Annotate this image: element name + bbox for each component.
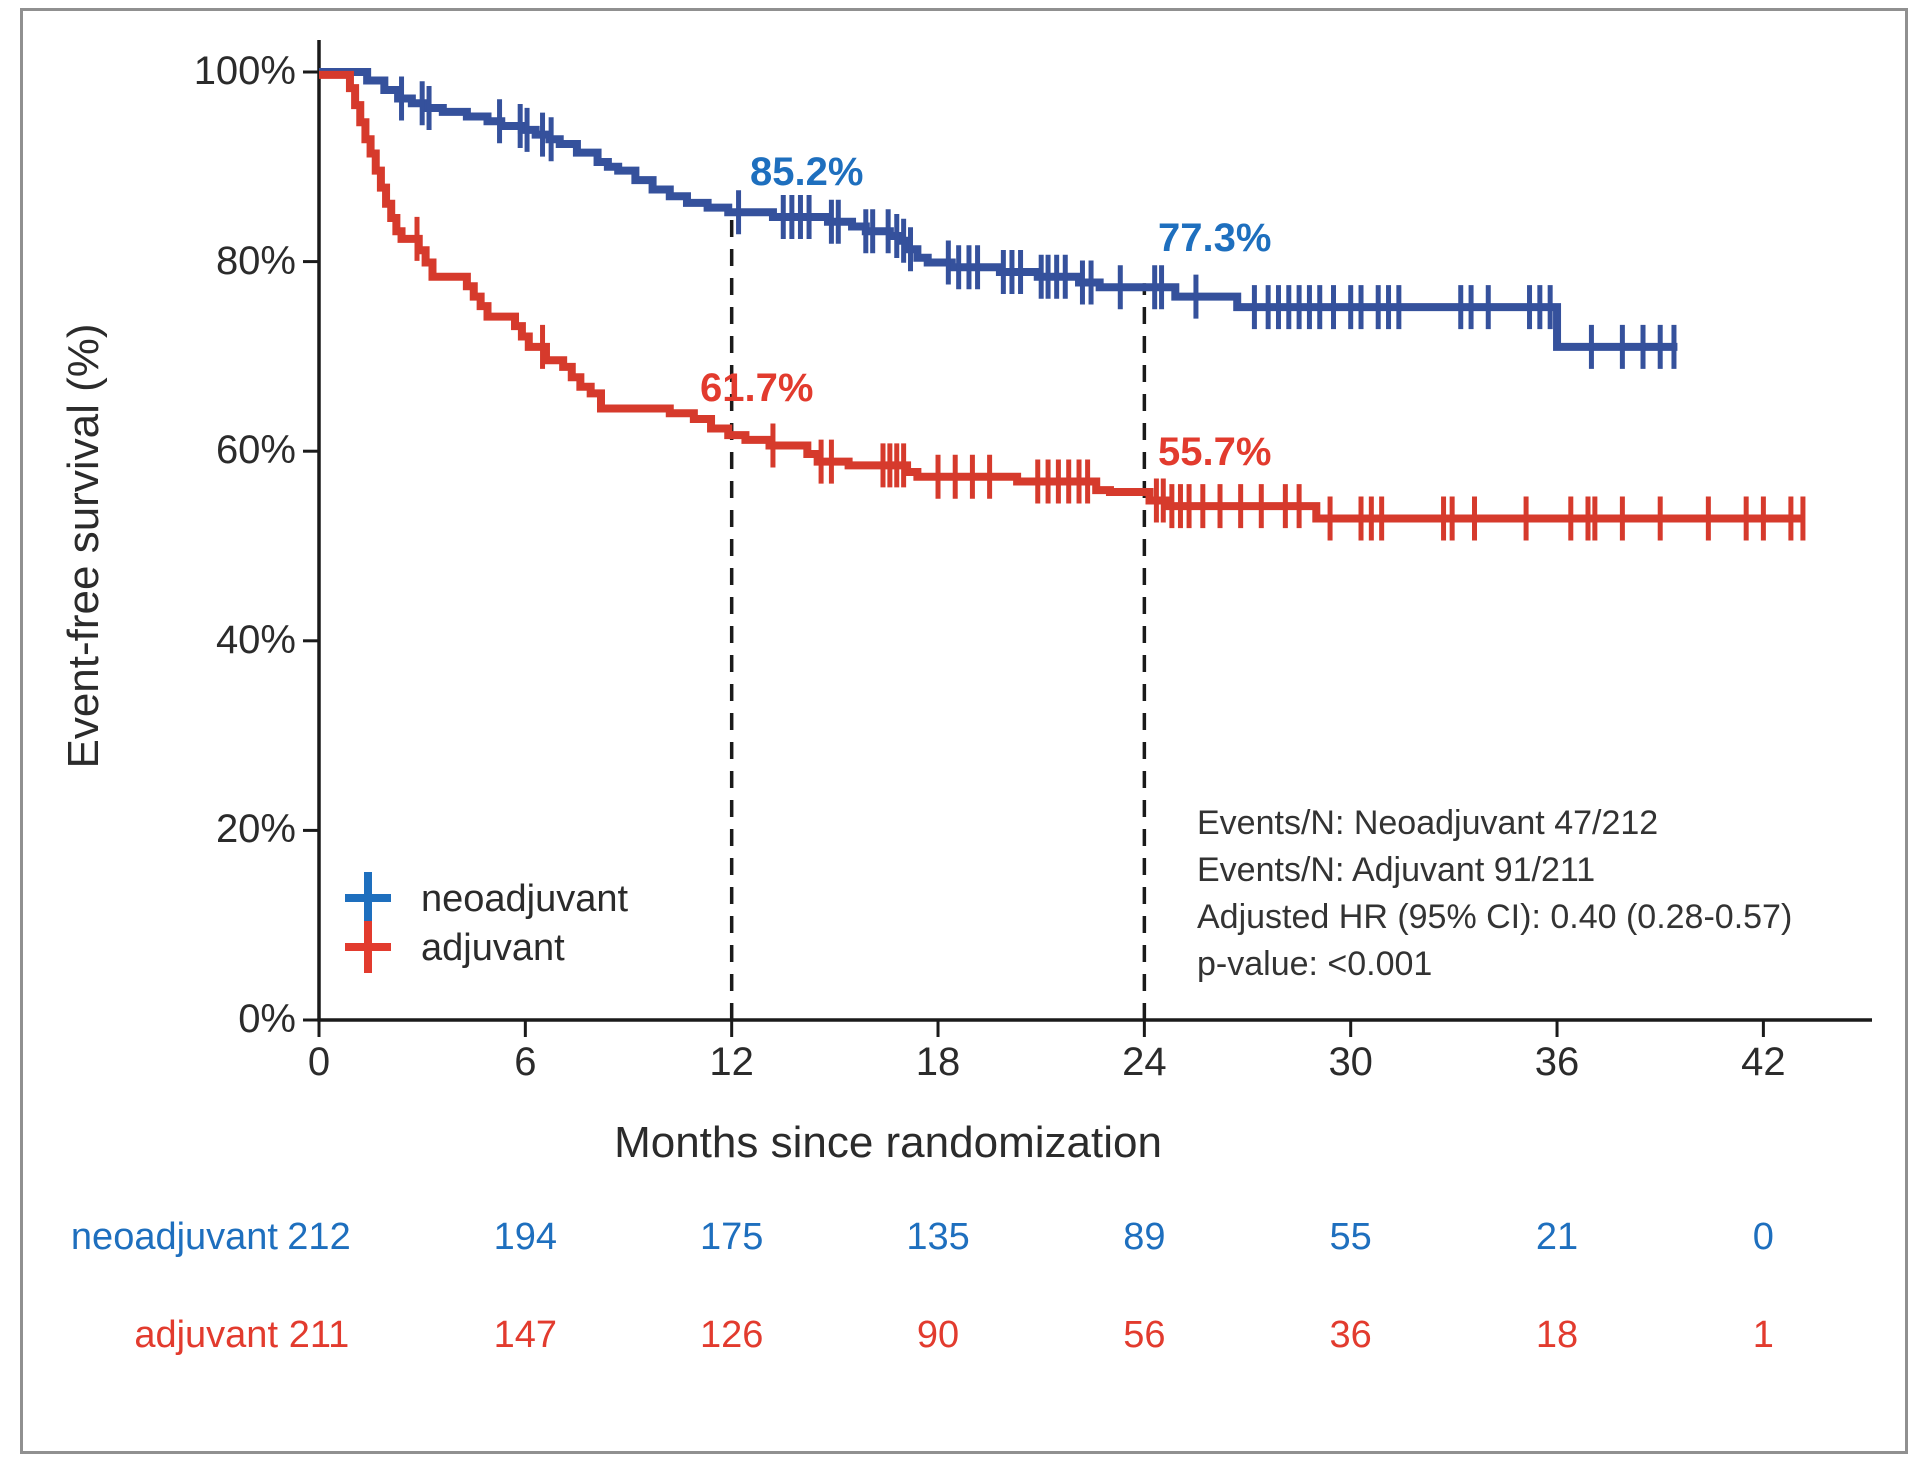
risk-row-label-neoadjuvant: neoadjuvant	[70, 1216, 278, 1258]
risk-value: 194	[493, 1216, 558, 1258]
x-tick-label: 18	[915, 1040, 961, 1084]
x-tick-label: 36	[1534, 1040, 1580, 1084]
risk-value: 90	[916, 1314, 960, 1356]
stats-events-adjuvant: Events/N: Adjuvant 91/211	[1197, 851, 1596, 889]
annotation-neoadjuvant-12mo: 85.2%	[750, 150, 864, 194]
stats-events-neoadjuvant: Events/N: Neoadjuvant 47/212	[1197, 804, 1659, 842]
risk-value: 135	[906, 1216, 970, 1258]
curve-adjuvant	[319, 70, 1805, 523]
risk-value: 55	[1329, 1216, 1372, 1258]
risk-value: 18	[1535, 1314, 1579, 1356]
x-tick-label: 12	[709, 1040, 754, 1084]
risk-value: 211	[288, 1314, 350, 1356]
x-tick-label: 6	[514, 1040, 537, 1084]
risk-value: 89	[1123, 1216, 1166, 1258]
risk-value: 56	[1123, 1314, 1166, 1356]
y-tick-label: 0%	[238, 997, 296, 1041]
risk-value: 212	[287, 1216, 351, 1258]
annotation-adjuvant-12mo: 61.7%	[700, 366, 814, 410]
y-tick-label: 80%	[215, 238, 296, 283]
y-tick-label: 100%	[193, 49, 296, 93]
y-axis-title: Event-free survival (%)	[59, 323, 108, 769]
legend-label-neoadjuvant: neoadjuvant	[421, 878, 629, 920]
x-tick-label: 24	[1122, 1040, 1167, 1084]
y-tick-label: 60%	[215, 428, 296, 473]
risk-value: 21	[1535, 1216, 1579, 1258]
stats-p-value: p-value: <0.001	[1197, 945, 1433, 983]
risk-value: 126	[699, 1314, 764, 1356]
y-tick-label: 20%	[215, 807, 296, 852]
figure-border	[20, 8, 1908, 1454]
annotation-adjuvant-24mo: 55.7%	[1158, 430, 1272, 474]
x-tick-label: 30	[1328, 1040, 1373, 1084]
legend-label-adjuvant: adjuvant	[421, 927, 565, 969]
stats-hazard-ratio: Adjusted HR (95% CI): 0.40 (0.28-0.57)	[1197, 898, 1793, 936]
x-tick-label: 42	[1741, 1040, 1786, 1084]
risk-value: 1	[1752, 1314, 1774, 1356]
risk-value: 175	[699, 1216, 764, 1258]
curve-neoadjuvant	[319, 68, 1678, 351]
risk-value: 0	[1752, 1216, 1774, 1258]
y-tick-label: 40%	[215, 617, 296, 662]
risk-row-label-adjuvant: adjuvant	[134, 1314, 278, 1356]
x-tick-label: 0	[307, 1040, 331, 1084]
risk-value: 147	[493, 1314, 558, 1356]
stats-box: Events/N: Neoadjuvant 47/212 Events/N: A…	[1197, 800, 1792, 988]
risk-value: 36	[1329, 1314, 1372, 1356]
x-axis-title: Months since randomization	[614, 1118, 1162, 1167]
annotation-neoadjuvant-24mo: 77.3%	[1158, 216, 1272, 260]
